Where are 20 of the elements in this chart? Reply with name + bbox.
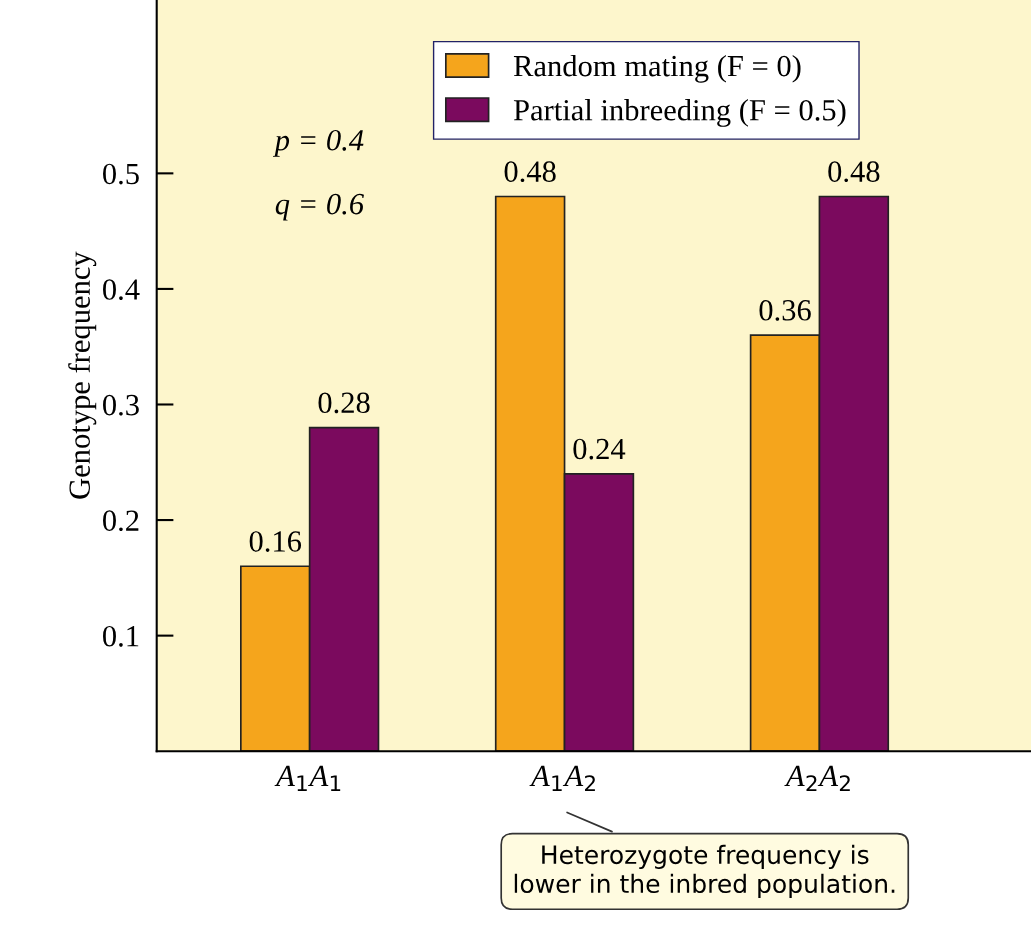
y-tick-label: 0.3 <box>103 394 139 416</box>
x-tick-label: A$_{2}$A$_{2}$ <box>784 765 850 791</box>
data-label: 0.48 <box>828 161 880 183</box>
annotation: p = 0.4 <box>272 129 364 157</box>
y-tick-label: 0.4 <box>103 279 140 300</box>
data-label: 0.28 <box>318 392 370 414</box>
data-label: 0.36 <box>759 299 811 321</box>
data-label: 0.48 <box>504 161 556 183</box>
data-label: 0.24 <box>573 438 626 460</box>
x-tick-label: A$_{1}$A$_{1}$ <box>274 765 341 791</box>
y-tick-label: 0.5 <box>103 163 139 185</box>
text: Heterozygote frequency is lower in the inbred population. <box>514 844 895 898</box>
legend-label: Random mating (F = 0) <box>513 54 801 83</box>
y-tick-label: 0.2 <box>103 510 139 532</box>
annotation: q = 0.6 <box>275 193 364 221</box>
y-tick-label: 0.1 <box>103 625 139 647</box>
x-tick-label: A$_{1}$A$_{2}$ <box>529 765 595 791</box>
y-axis-title: Genotype frequency <box>68 251 97 499</box>
legend-label: Partial inbreeding (F = 0.5) <box>513 99 846 127</box>
data-label: 0.16 <box>249 531 302 552</box>
